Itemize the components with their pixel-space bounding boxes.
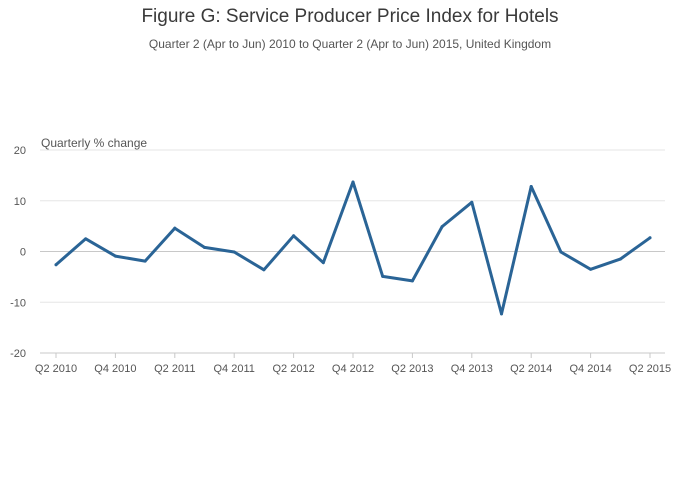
y-tick-label: 10 (14, 196, 26, 208)
y-tick-labels: 20 10 0 -10 -20 (10, 145, 26, 360)
data-point (648, 236, 652, 240)
data-point (589, 267, 593, 271)
y-tick-label: 20 (14, 145, 26, 157)
data-point (410, 279, 414, 283)
data-point (113, 254, 117, 258)
data-point (559, 250, 563, 254)
data-point (232, 250, 236, 254)
data-point (321, 261, 325, 265)
data-point (262, 268, 266, 272)
x-tick-label: Q2 2013 (391, 363, 433, 375)
x-tick-label: Q2 2015 (629, 363, 671, 375)
chart-subtitle: Quarter 2 (Apr to Jun) 2010 to Quarter 2… (148, 37, 552, 51)
data-point (84, 237, 88, 241)
x-tick-label: Q2 2012 (272, 363, 314, 375)
x-tick-label: Q4 2014 (569, 363, 611, 375)
data-point (143, 259, 147, 263)
x-tick-label: Q4 2013 (451, 363, 493, 375)
data-point (173, 226, 177, 230)
x-ticks: Q2 2010 Q4 2010 Q2 2011 Q4 2011 Q2 2012 Q4 20… (35, 353, 671, 375)
series-line (54, 180, 652, 316)
x-tick-label: Q4 2011 (214, 363, 255, 375)
data-point (203, 245, 206, 249)
data-point (381, 274, 385, 278)
data-point (440, 225, 444, 229)
x-tick-label: Q4 2012 (332, 363, 374, 375)
chart-title: Figure G: Service Producer Price Index f… (141, 6, 559, 27)
gridlines (40, 149, 665, 354)
data-point (618, 257, 622, 261)
x-tick-label: Q2 2010 (35, 363, 77, 375)
y-tick-label: -10 (10, 297, 26, 309)
x-tick-label: Q2 2014 (510, 363, 552, 375)
y-tick-label: 0 (20, 247, 26, 259)
data-point (470, 200, 474, 204)
data-point (500, 312, 503, 316)
y-axis-label: Quarterly % change (41, 136, 148, 150)
data-point (292, 234, 296, 238)
data-point (351, 180, 355, 184)
data-point (529, 185, 533, 189)
series-lines (54, 180, 652, 316)
x-tick-label: Q2 2011 (154, 363, 195, 375)
x-tick-label: Q4 2010 (94, 363, 136, 375)
data-point (54, 263, 58, 267)
y-tick-label: -20 (10, 348, 26, 360)
